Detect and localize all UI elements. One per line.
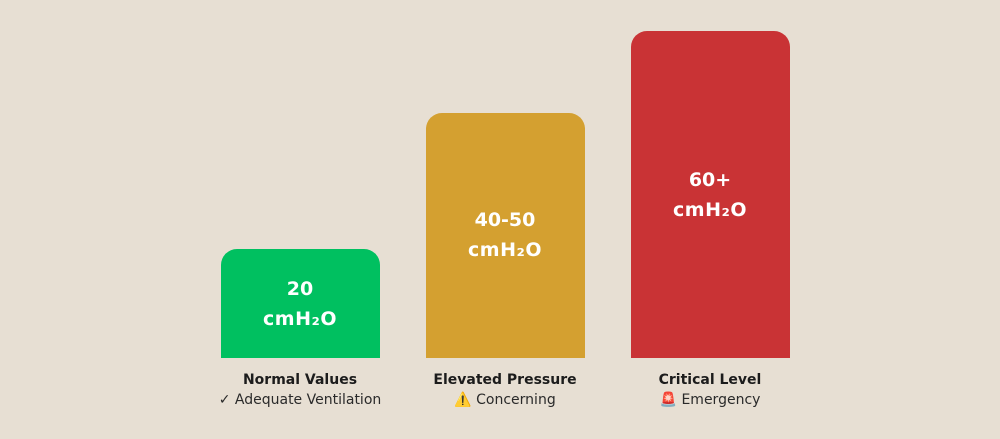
bar-unit: cmH₂O (263, 307, 337, 330)
category-subtitle: ⚠️ Concerning (454, 392, 556, 408)
bar-value-label: 40-50 cmH₂O (468, 205, 542, 265)
category-label: Elevated Pressure (433, 372, 577, 388)
category-label: Critical Level (658, 372, 762, 388)
bar-value: 60+ (688, 168, 732, 191)
category-subtitle: ✓ Adequate Ventilation (218, 392, 382, 408)
bar-value-label: 60+ cmH₂O (673, 165, 747, 225)
caption-critical: Critical Level 🚨 Emergency (600, 370, 820, 410)
caption-normal: Normal Values ✓ Adequate Ventilation (190, 370, 410, 410)
bar-unit: cmH₂O (673, 198, 747, 221)
bar-normal: 20 cmH₂O (220, 249, 380, 358)
bar-value: 40-50 (474, 209, 536, 232)
bar-value: 20 (286, 277, 314, 300)
bar-elevated: 40-50 cmH₂O (425, 112, 585, 358)
caption-elevated: Elevated Pressure ⚠️ Concerning (395, 370, 615, 410)
bar-critical: 60+ cmH₂O (630, 31, 790, 358)
bar-value-label: 20 cmH₂O (263, 274, 337, 334)
category-label: Normal Values (242, 372, 358, 388)
category-subtitle: 🚨 Emergency (659, 392, 761, 408)
bar-unit: cmH₂O (468, 239, 542, 262)
